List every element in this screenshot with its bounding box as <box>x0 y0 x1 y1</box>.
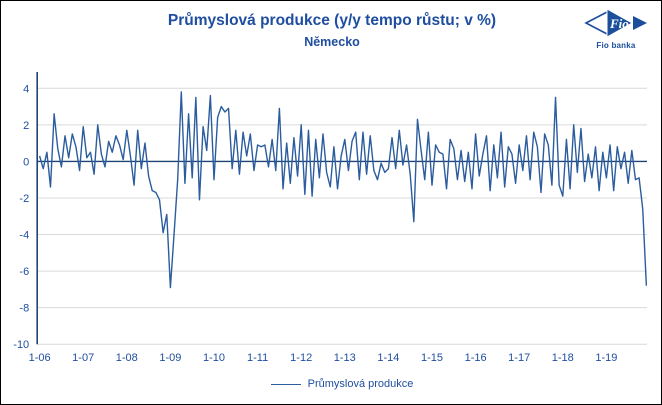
fio-logo-text: Fio <box>609 16 629 31</box>
y-tick-label: 2 <box>23 120 29 132</box>
x-tick-label: 1-06 <box>29 352 51 364</box>
x-tick-label: 1-11 <box>247 352 268 364</box>
x-tick-label: 1-18 <box>552 352 574 364</box>
x-tick-label: 1-07 <box>72 352 94 364</box>
y-tick-label: -4 <box>19 230 29 242</box>
chart-subtitle: Německo <box>304 35 360 49</box>
x-tick-label: 1-12 <box>290 352 312 364</box>
y-tick-label: -2 <box>19 193 29 205</box>
x-tick-label: 1-17 <box>508 352 530 364</box>
x-tick-label: 1-09 <box>159 352 181 364</box>
fio-logo: Fio Fio banka <box>583 7 649 51</box>
x-tick-label: 1-16 <box>465 352 487 364</box>
y-tick-label: 0 <box>23 156 29 168</box>
fio-flag-icon: Fio <box>584 8 647 38</box>
legend: Průmyslová produkce <box>21 378 661 390</box>
x-tick-label: 1-15 <box>421 352 443 364</box>
x-tick-label: 1-19 <box>595 352 617 364</box>
x-tick-label: 1-10 <box>203 352 225 364</box>
y-tick-label: 4 <box>23 83 29 95</box>
y-tick-label: -10 <box>13 339 29 351</box>
x-tick-label: 1-13 <box>334 352 356 364</box>
data-series-line <box>38 91 648 289</box>
legend-line-marker <box>270 383 301 385</box>
x-tick-label: 1-08 <box>116 352 138 364</box>
y-tick-label: -8 <box>19 303 29 315</box>
fio-logo-caption: Fio banka <box>596 41 636 50</box>
chart-title: Průmyslová produkce (y/y tempo růstu; v … <box>167 12 497 29</box>
y-tick-label: -6 <box>19 266 29 278</box>
legend-label: Průmyslová produkce <box>307 378 414 390</box>
x-tick-label: 1-14 <box>377 352 399 364</box>
